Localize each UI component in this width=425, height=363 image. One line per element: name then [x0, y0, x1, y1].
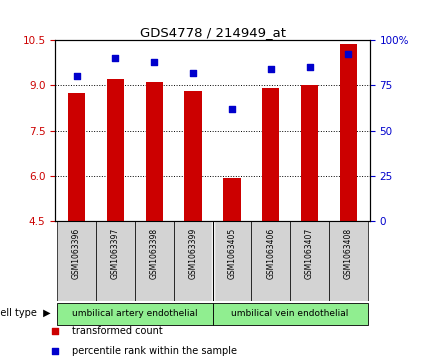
Bar [57, 302, 212, 325]
Text: GSM1063398: GSM1063398 [150, 228, 159, 279]
Text: umbilical artery endothelial: umbilical artery endothelial [72, 310, 198, 318]
Bar [135, 221, 174, 301]
Point [306, 64, 313, 70]
Bar [329, 221, 368, 301]
Bar [57, 221, 96, 301]
Text: percentile rank within the sample: percentile rank within the sample [72, 346, 237, 356]
Bar [262, 88, 280, 221]
Bar [290, 221, 329, 301]
Bar [301, 85, 318, 221]
Text: GSM1063407: GSM1063407 [305, 228, 314, 279]
Point [112, 55, 119, 61]
Bar [174, 221, 212, 301]
Bar [145, 82, 163, 221]
Bar [340, 45, 357, 221]
Point [267, 66, 274, 72]
Point [190, 70, 196, 76]
Text: umbilical vein endothelial: umbilical vein endothelial [232, 310, 349, 318]
Bar [251, 221, 290, 301]
Bar [184, 91, 202, 221]
Bar [107, 79, 124, 221]
Text: GSM1063397: GSM1063397 [111, 228, 120, 279]
Text: cell type  ▶: cell type ▶ [0, 308, 51, 318]
Bar [96, 221, 135, 301]
Text: GSM1063396: GSM1063396 [72, 228, 81, 279]
Bar [68, 93, 85, 221]
Text: GSM1063408: GSM1063408 [344, 228, 353, 279]
Point [73, 73, 80, 79]
Point [345, 52, 352, 57]
Text: GSM1063406: GSM1063406 [266, 228, 275, 279]
Point [151, 59, 158, 65]
Bar [212, 302, 368, 325]
Text: transformed count: transformed count [72, 326, 163, 336]
Text: GSM1063399: GSM1063399 [189, 228, 198, 279]
Point [229, 106, 235, 112]
Text: GSM1063405: GSM1063405 [227, 228, 236, 279]
Bar [212, 221, 251, 301]
Bar [223, 178, 241, 221]
Title: GDS4778 / 214949_at: GDS4778 / 214949_at [139, 26, 286, 39]
